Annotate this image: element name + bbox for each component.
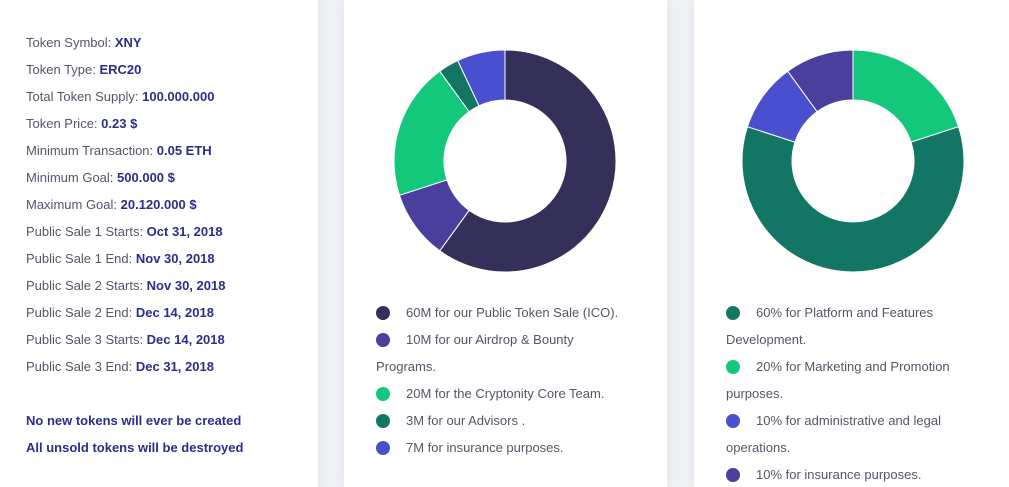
token-detail-row: Public Sale 3 Starts: Dec 14, 2018: [26, 332, 225, 348]
token-detail-row: Public Sale 2 Starts: Nov 30, 2018: [26, 278, 225, 294]
token-detail-value: Nov 30, 2018: [146, 278, 226, 293]
token-detail-value: ERC20: [99, 62, 142, 77]
token-detail-value: Dec 14, 2018: [146, 332, 225, 347]
token-detail-label: Public Sale 3 Starts:: [26, 332, 147, 347]
token-details-card: Token Symbol: XNY Token Type: ERC20 Total …: [0, 0, 318, 487]
legend-swatch: [376, 387, 390, 401]
legend-swatch: [726, 360, 740, 374]
token-detail-label: Token Symbol:: [26, 35, 115, 50]
donut-slice: [742, 126, 964, 272]
token-detail-label: Public Sale 1 End:: [26, 251, 136, 266]
token-detail-row: Token Symbol: XNY: [26, 35, 142, 51]
token-detail-value: Oct 31, 2018: [146, 224, 223, 239]
legend-label: 10% for insurance purposes.: [756, 467, 922, 482]
token-detail-label: Public Sale 3 End:: [26, 359, 136, 374]
token-detail-value: Dec 14, 2018: [135, 305, 214, 320]
token-detail-value: 0.23 $: [101, 116, 138, 131]
token-detail-row: Maximum Goal: 20.120.000 $: [26, 197, 197, 213]
token-detail-row: Public Sale 1 End: Nov 30, 2018: [26, 251, 215, 267]
token-detail-value: Dec 31, 2018: [135, 359, 214, 374]
token-detail-label: Minimum Goal:: [26, 170, 118, 185]
token-detail-label: Public Sale 2 Starts:: [26, 278, 147, 293]
token-detail-label: Total Token Supply:: [26, 89, 143, 104]
legend-label: 3M for our Advisors .: [406, 413, 526, 428]
token-detail-value: Nov 30, 2018: [135, 251, 215, 266]
token-detail-label: Public Sale 2 End:: [26, 305, 136, 320]
legend-label: 10M for our Airdrop & Bounty: [406, 332, 574, 347]
token-detail-label: Token Price:: [26, 116, 102, 131]
token-distribution-card: 60M for our Public Token Sale (ICO). 10M …: [344, 0, 667, 487]
donut-slice: [852, 50, 960, 143]
token-detail-value: 500.000 $: [117, 170, 175, 185]
token-detail-row: Public Sale 3 End: Dec 31, 2018: [26, 359, 214, 375]
legend-label: 20M for the Cryptonity Core Team.: [406, 386, 605, 401]
token-detail-value: 20.120.000 $: [120, 197, 197, 212]
token-detail-label: Minimum Transaction:: [26, 143, 157, 158]
funds-allocation-card: 60% for Platform and Features Development…: [694, 0, 1009, 487]
token-detail-label: Token Type:: [26, 62, 100, 77]
legend-label: 7M for insurance purposes.: [406, 440, 564, 455]
funds-allocation-donut-chart: [742, 50, 964, 272]
legend-swatch: [726, 306, 740, 320]
token-detail-label: Public Sale 1 Starts:: [26, 224, 147, 239]
legend-swatch: [376, 414, 390, 428]
legend-swatch: [376, 306, 390, 320]
unsold-tokens-note: All unsold tokens will be destroyed: [26, 440, 244, 455]
token-detail-row: Minimum Goal: 500.000 $: [26, 170, 175, 186]
token-detail-value: XNY: [114, 35, 142, 50]
token-detail-row: Token Type: ERC20: [26, 62, 141, 78]
token-detail-row: Total Token Supply: 100.000.000: [26, 89, 214, 105]
token-detail-value: 100.000.000: [142, 89, 215, 104]
token-detail-row: Token Price: 0.23 $: [26, 116, 137, 132]
legend-swatch: [726, 414, 740, 428]
legend-label-continued: Development.: [726, 332, 807, 347]
token-detail-label: Maximum Goal:: [26, 197, 121, 212]
token-detail-value: 0.05 ETH: [156, 143, 212, 158]
donut-slice: [457, 50, 506, 107]
legend-label-continued: purposes.: [726, 386, 784, 401]
no-new-tokens-note: No new tokens will ever be created: [26, 413, 242, 428]
token-detail-row: Public Sale 2 End: Dec 14, 2018: [26, 305, 214, 321]
legend-label: 20% for Marketing and Promotion: [756, 359, 950, 374]
legend-swatch: [376, 333, 390, 347]
legend-label: 10% for administrative and legal: [756, 413, 941, 428]
legend-label-continued: operations.: [726, 440, 791, 455]
token-distribution-donut-chart: [394, 50, 616, 272]
token-detail-row: Public Sale 1 Starts: Oct 31, 2018: [26, 224, 223, 240]
legend-swatch: [726, 468, 740, 482]
legend-label: 60M for our Public Token Sale (ICO).: [406, 305, 619, 320]
donut-slice: [439, 50, 616, 272]
legend-label: 60% for Platform and Features: [756, 305, 934, 320]
donut-slice: [787, 50, 854, 113]
token-detail-row: Minimum Transaction: 0.05 ETH: [26, 143, 212, 159]
legend-label-continued: Programs.: [376, 359, 436, 374]
legend-swatch: [376, 441, 390, 455]
